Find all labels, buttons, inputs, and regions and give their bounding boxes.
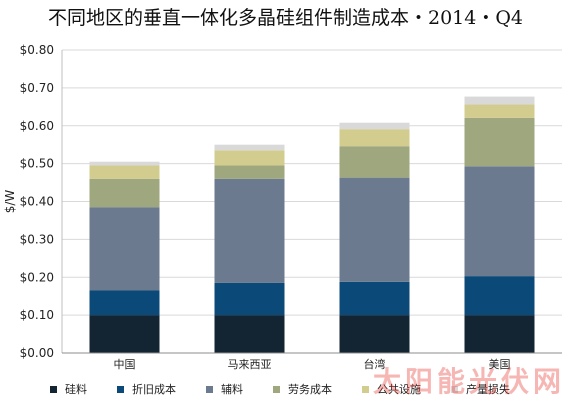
legend-item: 折旧成本 bbox=[117, 381, 176, 397]
bars bbox=[89, 96, 535, 353]
bar-segment bbox=[339, 129, 410, 147]
legend: 硅料 折旧成本 辅料 劳务成本 公共设施 产量损失 bbox=[50, 380, 570, 398]
y-tick-label: $0.80 bbox=[20, 43, 54, 57]
y-tick-label: $0.60 bbox=[20, 119, 54, 133]
y-axis-label: $/W bbox=[3, 190, 17, 214]
bar-segment bbox=[214, 178, 285, 283]
y-tick-label: $0.10 bbox=[20, 308, 54, 322]
bar-segment bbox=[464, 166, 535, 277]
bar-segment bbox=[339, 315, 410, 353]
bar-segment bbox=[464, 96, 535, 105]
bar-segment bbox=[89, 165, 160, 179]
y-tick-label: $0.00 bbox=[20, 346, 54, 360]
legend-swatch bbox=[451, 385, 458, 393]
bar-segment bbox=[464, 117, 535, 167]
bar-segment bbox=[89, 161, 160, 166]
bar-segment bbox=[339, 281, 410, 316]
legend-item: 硅料 bbox=[50, 381, 87, 397]
bar-segment bbox=[214, 144, 285, 151]
bar-segment bbox=[464, 276, 535, 316]
bar-segment bbox=[214, 315, 285, 353]
bar-segment bbox=[339, 177, 410, 282]
axes: $0.00 $0.10 $0.20 $0.30 $0.40 $0.50 $0.60 $0.70… bbox=[3, 43, 562, 371]
legend-label: 折旧成本 bbox=[132, 383, 176, 396]
legend-label: 硅料 bbox=[65, 383, 87, 396]
bar-segment bbox=[464, 104, 535, 118]
chart-title: 不同地区的垂直一体化多晶硅组件制造成本・2014・Q4 bbox=[47, 7, 524, 29]
legend-item: 产量损失 bbox=[451, 381, 510, 397]
y-tick-label: $0.70 bbox=[20, 81, 54, 95]
legend-swatch bbox=[273, 385, 280, 393]
y-tick-label: $0.20 bbox=[20, 270, 54, 284]
legend-swatch bbox=[362, 385, 369, 393]
legend-item: 公共设施 bbox=[362, 381, 421, 397]
legend-label: 公共设施 bbox=[377, 383, 421, 396]
x-tick-label: 美国 bbox=[489, 358, 511, 371]
bar-segment bbox=[339, 146, 410, 178]
legend-swatch bbox=[117, 385, 124, 393]
bar-segment bbox=[214, 282, 285, 316]
legend-swatch bbox=[50, 385, 57, 393]
y-tick-label: $0.40 bbox=[20, 195, 54, 209]
legend-item: 劳务成本 bbox=[273, 381, 332, 397]
legend-label: 劳务成本 bbox=[288, 383, 332, 396]
y-tick-label: $0.30 bbox=[20, 232, 54, 246]
x-tick-label: 马来西亚 bbox=[228, 358, 272, 371]
bar-segment bbox=[89, 290, 160, 316]
x-tick-label: 台湾 bbox=[364, 357, 386, 371]
bar-segment bbox=[464, 315, 535, 353]
legend-item: 辅料 bbox=[206, 381, 243, 397]
bar-segment bbox=[339, 122, 410, 130]
bar-segment bbox=[214, 165, 285, 179]
bar-segment bbox=[89, 207, 160, 291]
bar-segment bbox=[89, 315, 160, 353]
legend-swatch bbox=[206, 385, 213, 393]
x-tick-label: 中国 bbox=[114, 358, 136, 371]
bar-segment bbox=[214, 150, 285, 166]
y-tick-label: $0.50 bbox=[20, 157, 54, 171]
legend-label: 产量损失 bbox=[466, 383, 510, 396]
bar-segment bbox=[89, 178, 160, 208]
legend-label: 辅料 bbox=[221, 383, 243, 396]
